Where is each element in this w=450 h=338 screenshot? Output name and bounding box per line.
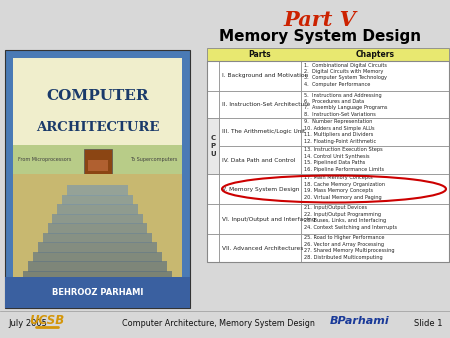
Text: I. Background and Motivation: I. Background and Motivation — [222, 73, 308, 78]
Text: BEHROOZ PARHAMI: BEHROOZ PARHAMI — [52, 288, 143, 297]
Text: VII. Advanced Architectures: VII. Advanced Architectures — [222, 245, 303, 250]
Bar — [301, 118, 449, 146]
Polygon shape — [43, 233, 153, 243]
Text: 25. Road to Higher Performance
26. Vector and Array Processing
27. Shared Memory: 25. Road to Higher Performance 26. Vecto… — [304, 236, 395, 260]
Bar — [87, 160, 108, 171]
Text: 9.  Number Representation
10. Adders and Simple ALUs
11. Multipliers and Divider: 9. Number Representation 10. Adders and … — [304, 120, 376, 144]
Text: 13. Instruction Execution Steps
14. Control Unit Synthesis
15. Pipelined Data Pa: 13. Instruction Execution Steps 14. Cont… — [304, 147, 384, 172]
Text: VI. Input/Output and Interfacing: VI. Input/Output and Interfacing — [222, 217, 315, 221]
Bar — [301, 91, 449, 118]
Text: IV. Data Path and Control: IV. Data Path and Control — [222, 158, 295, 163]
Polygon shape — [28, 261, 167, 272]
Text: U: U — [210, 151, 216, 157]
Text: 17. Main Memory Concepts
18. Cache Memory Organization
19. Mass Memory Concepts
: 17. Main Memory Concepts 18. Cache Memor… — [304, 175, 385, 200]
Polygon shape — [13, 289, 182, 300]
Bar — [301, 146, 449, 174]
Text: BParhami: BParhami — [330, 316, 390, 326]
Text: C: C — [211, 135, 216, 141]
Polygon shape — [38, 242, 157, 253]
Bar — [219, 174, 301, 204]
Bar — [219, 118, 301, 146]
Polygon shape — [33, 251, 162, 262]
Bar — [207, 118, 219, 146]
Bar — [301, 234, 449, 262]
Text: V. Memory System Design: V. Memory System Design — [222, 187, 299, 192]
Bar — [207, 61, 219, 91]
Text: Parts: Parts — [249, 50, 271, 59]
Bar — [84, 149, 112, 177]
Bar — [207, 174, 219, 204]
Polygon shape — [18, 280, 177, 291]
Bar — [301, 204, 449, 234]
Text: Computer Architecture, Memory System Design: Computer Architecture, Memory System Des… — [122, 318, 315, 328]
Bar — [207, 48, 449, 61]
Bar — [219, 61, 301, 91]
Polygon shape — [57, 204, 138, 215]
Text: 5.  Instructions and Addressing
6.  Procedures and Data
7.  Assembly Language Pr: 5. Instructions and Addressing 6. Proced… — [304, 93, 387, 117]
Text: July 2005: July 2005 — [8, 318, 47, 328]
Bar — [13, 174, 182, 300]
Text: Part V: Part V — [284, 10, 356, 30]
Bar — [207, 204, 219, 234]
Text: Chapters: Chapters — [356, 50, 395, 59]
Bar — [207, 61, 449, 262]
Bar — [219, 234, 301, 262]
Text: COMPUTER: COMPUTER — [46, 90, 149, 103]
Bar — [207, 234, 219, 262]
Bar — [219, 146, 301, 174]
Bar — [301, 61, 449, 91]
Bar — [207, 146, 219, 174]
Text: ARCHITECTURE: ARCHITECTURE — [36, 121, 159, 134]
Bar — [219, 204, 301, 234]
Text: P: P — [211, 143, 216, 149]
Text: Slide 1: Slide 1 — [414, 318, 442, 328]
Text: Memory System Design: Memory System Design — [219, 28, 421, 44]
Bar — [207, 91, 219, 118]
Text: III. The Arithmetic/Logic Unit: III. The Arithmetic/Logic Unit — [222, 129, 305, 135]
Text: To Supercomputers: To Supercomputers — [130, 157, 177, 162]
Polygon shape — [48, 223, 148, 234]
Text: II. Instruction-Set Architecture: II. Instruction-Set Architecture — [222, 102, 310, 107]
Bar — [13, 58, 182, 300]
Text: From Microprocessors: From Microprocessors — [18, 157, 72, 162]
Text: UCSB: UCSB — [29, 314, 65, 327]
Bar — [13, 58, 182, 215]
Bar — [301, 174, 449, 204]
Text: 21. Input/Output Devices
22. Input/Output Programming
23. Buses, Links, and Inte: 21. Input/Output Devices 22. Input/Outpu… — [304, 206, 397, 230]
Bar — [13, 145, 182, 174]
Bar — [5, 277, 190, 308]
Bar — [219, 91, 301, 118]
Polygon shape — [62, 195, 133, 206]
Polygon shape — [23, 270, 172, 281]
Polygon shape — [53, 214, 143, 224]
Text: 1.  Combinational Digital Circuits
2.  Digital Circuits with Memory
3.  Computer: 1. Combinational Digital Circuits 2. Dig… — [304, 63, 387, 87]
Bar — [5, 50, 190, 308]
Polygon shape — [67, 186, 128, 196]
Bar — [207, 118, 219, 174]
